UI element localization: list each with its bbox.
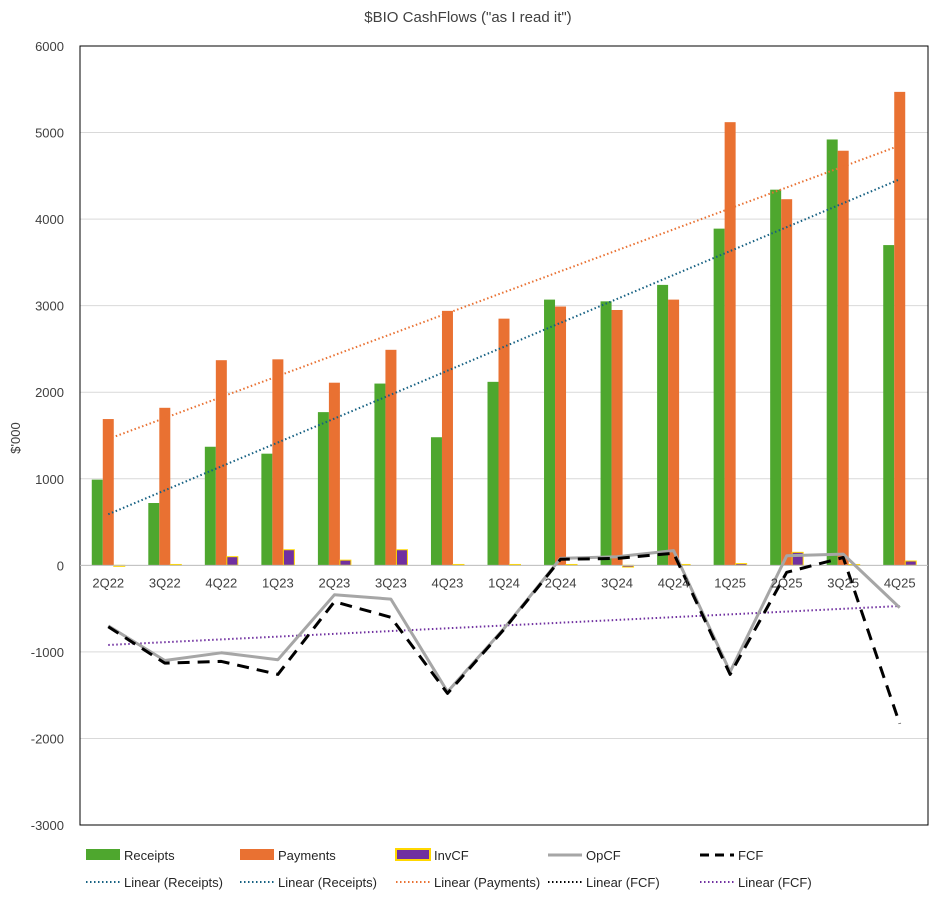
chart-title: $BIO CashFlows ("as I read it") — [364, 9, 571, 26]
legend-label: OpCF — [586, 848, 621, 863]
legend-label: Payments — [278, 848, 336, 863]
bar-payments — [668, 299, 680, 566]
bar-payments — [328, 382, 340, 566]
legend-label: InvCF — [434, 848, 469, 863]
bar-payments — [498, 318, 510, 566]
bar-receipts — [204, 446, 216, 566]
legend-label: FCF — [738, 848, 763, 863]
x-tick-label: 4Q23 — [432, 575, 464, 590]
bar-invcf — [395, 549, 408, 566]
bars — [80, 91, 928, 568]
x-tick-label: 2Q24 — [545, 575, 577, 590]
legend-label: Linear (Payments) — [434, 875, 540, 890]
trendline-linear-receipts — [107, 178, 901, 516]
bar-payments — [272, 359, 284, 566]
x-tick-label: 1Q24 — [488, 575, 520, 590]
bar-payments — [555, 306, 567, 566]
y-axis-title: $'000 — [8, 422, 23, 453]
line-opcf — [107, 549, 901, 694]
bar-receipts — [883, 245, 895, 566]
bar-invcf — [339, 559, 352, 566]
bar-receipts — [600, 301, 612, 566]
trendline-linear-fcf — [108, 605, 900, 646]
bar-payments — [215, 360, 227, 566]
x-tick-label: 1Q25 — [714, 575, 746, 590]
legend-label: Linear (FCF) — [738, 875, 812, 890]
bar-receipts — [544, 299, 556, 566]
x-tick-label: 2Q25 — [771, 575, 803, 590]
legend: Receipts Payments InvCF OpCF FCF Linear (Rece… — [86, 848, 812, 890]
y-tick-label: 0 — [57, 558, 64, 573]
bar-receipts — [487, 381, 499, 566]
trendline-linear-payments — [107, 144, 901, 440]
bar-receipts — [374, 383, 386, 566]
y-tick-label: -2000 — [31, 731, 64, 746]
y-tick-label: 2000 — [35, 385, 64, 400]
x-axis-ticks: 2Q22 3Q22 4Q22 1Q23 2Q23 3Q23 4Q23 1Q24 2Q24 3Q24… — [92, 575, 915, 590]
bar-invcf — [282, 549, 295, 566]
bar-receipts — [826, 139, 838, 566]
y-tick-label: 3000 — [35, 299, 64, 314]
lines — [107, 549, 902, 725]
bar-receipts — [657, 284, 669, 566]
bar-invcf — [226, 556, 239, 566]
bar-invcf — [904, 560, 917, 566]
bar-payments — [894, 91, 906, 566]
legend-swatch-receipts — [86, 849, 120, 860]
y-tick-label: 1000 — [35, 472, 64, 487]
x-tick-label: 2Q23 — [318, 575, 350, 590]
bar-receipts — [148, 503, 160, 566]
bar-payments — [611, 309, 623, 566]
legend-label: Linear (Receipts) — [124, 875, 223, 890]
legend-label: Linear (FCF) — [586, 875, 660, 890]
bar-receipts — [261, 453, 273, 566]
bar-receipts — [91, 479, 103, 566]
bar-receipts — [770, 189, 782, 566]
y-tick-label: -1000 — [31, 645, 64, 660]
x-tick-label: 4Q22 — [205, 575, 237, 590]
y-tick-label: 4000 — [35, 212, 64, 227]
bar-payments — [837, 150, 849, 566]
bar-receipts — [317, 412, 329, 566]
x-tick-label: 3Q22 — [149, 575, 181, 590]
x-tick-label: 3Q25 — [827, 575, 859, 590]
x-tick-label: 2Q22 — [92, 575, 124, 590]
x-tick-label: 3Q24 — [601, 575, 633, 590]
bar-payments — [441, 310, 453, 566]
bar-payments — [385, 349, 397, 566]
x-tick-label: 3Q23 — [375, 575, 407, 590]
x-tick-label: 1Q23 — [262, 575, 294, 590]
legend-swatch-payments — [240, 849, 274, 860]
y-tick-label: -3000 — [31, 818, 64, 833]
x-tick-label: 4Q24 — [658, 575, 690, 590]
bar-receipts — [713, 228, 725, 566]
plot-frame — [79, 45, 929, 826]
bar-payments — [724, 122, 736, 566]
bar-payments — [102, 419, 114, 566]
y-tick-label: 5000 — [35, 126, 64, 141]
legend-label: Linear (Receipts) — [278, 875, 377, 890]
legend-swatch-invcf — [395, 848, 431, 861]
bar-payments — [159, 407, 171, 566]
legend-label: Receipts — [124, 848, 175, 863]
x-tick-label: 4Q25 — [884, 575, 916, 590]
y-tick-label: 6000 — [35, 39, 64, 54]
line-fcf — [107, 551, 902, 725]
bar-receipts — [430, 437, 442, 566]
bar-payments — [781, 199, 793, 566]
trendlines — [107, 144, 901, 646]
